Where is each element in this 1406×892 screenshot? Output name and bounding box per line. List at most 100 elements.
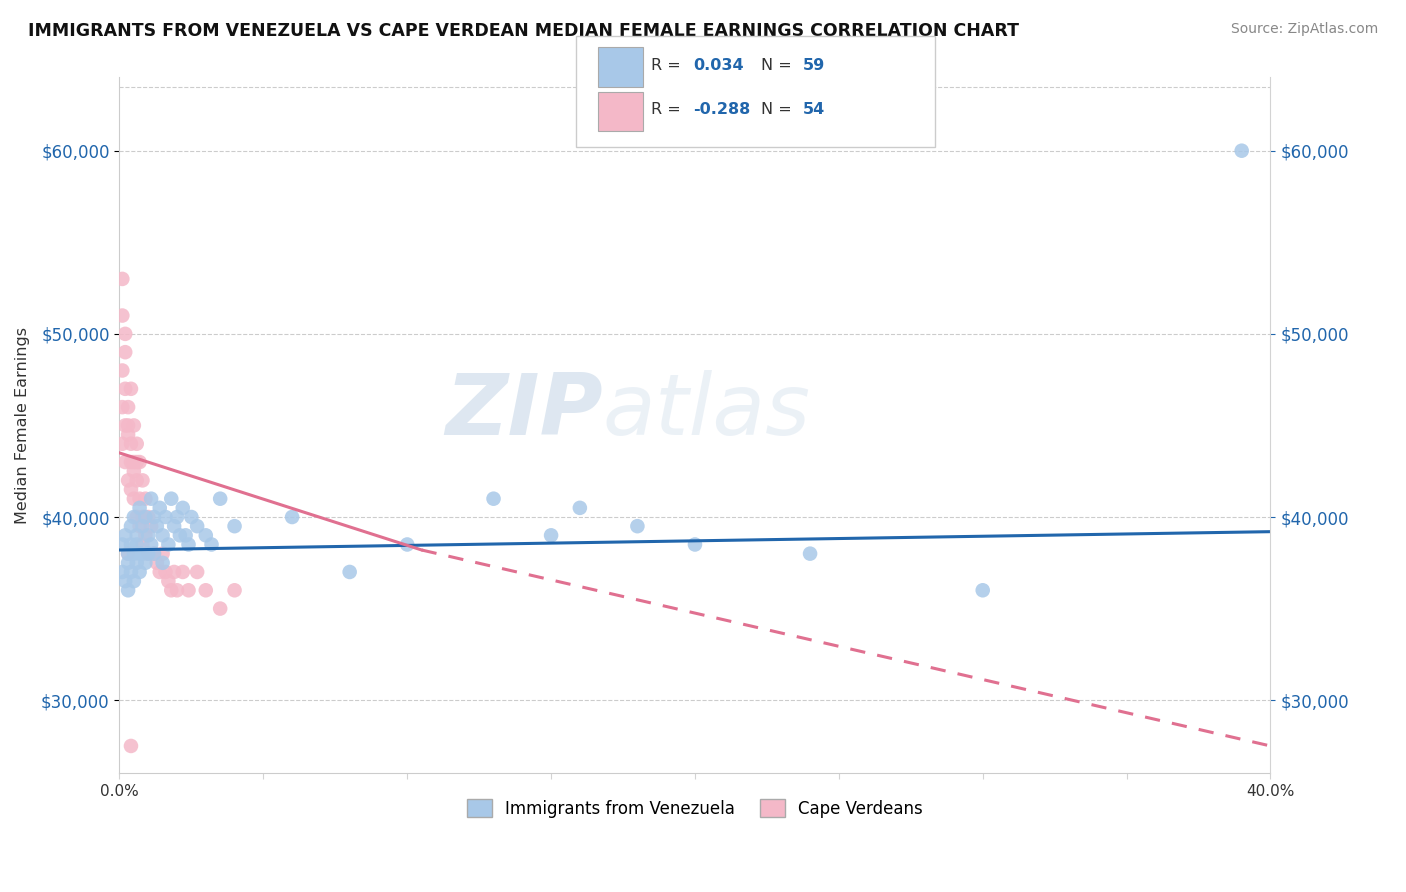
- Point: [120, 565, 142, 579]
- Text: Source: ZipAtlas.com: Source: ZipAtlas.com: [1230, 22, 1378, 37]
- Point: [139, 491, 162, 506]
- Point: [134, 491, 156, 506]
- Point: [194, 583, 217, 598]
- Point: [146, 556, 169, 570]
- Point: [169, 528, 191, 542]
- Point: [128, 491, 150, 506]
- Point: [136, 547, 159, 561]
- Point: [152, 528, 174, 542]
- Point: [152, 547, 174, 561]
- Text: R =: R =: [651, 58, 686, 72]
- Point: [111, 436, 134, 450]
- Point: [114, 574, 136, 588]
- Point: [131, 547, 153, 561]
- Text: R =: R =: [651, 103, 686, 117]
- Point: [139, 537, 162, 551]
- Point: [122, 455, 145, 469]
- Point: [128, 500, 150, 515]
- Point: [149, 500, 172, 515]
- Point: [125, 556, 148, 570]
- Point: [136, 528, 159, 542]
- Point: [117, 547, 139, 561]
- Text: -0.288: -0.288: [693, 103, 751, 117]
- Point: [143, 547, 166, 561]
- Text: ZIP: ZIP: [446, 370, 603, 453]
- Point: [172, 565, 194, 579]
- Point: [125, 528, 148, 542]
- Point: [117, 547, 139, 561]
- Point: [117, 400, 139, 414]
- Point: [136, 547, 159, 561]
- Point: [209, 491, 232, 506]
- Point: [117, 556, 139, 570]
- Point: [799, 547, 821, 561]
- Point: [143, 510, 166, 524]
- Point: [125, 455, 148, 469]
- Point: [114, 345, 136, 359]
- Point: [120, 455, 142, 469]
- Point: [114, 528, 136, 542]
- Point: [117, 474, 139, 488]
- Point: [143, 547, 166, 561]
- Point: [157, 574, 180, 588]
- Text: 54: 54: [803, 103, 825, 117]
- Point: [111, 272, 134, 286]
- Point: [117, 418, 139, 433]
- Point: [111, 565, 134, 579]
- Point: [114, 326, 136, 341]
- Point: [186, 565, 208, 579]
- Point: [125, 510, 148, 524]
- Point: [120, 537, 142, 551]
- Point: [139, 519, 162, 533]
- Point: [626, 519, 648, 533]
- Point: [114, 418, 136, 433]
- Point: [122, 574, 145, 588]
- Point: [177, 537, 200, 551]
- Point: [134, 556, 156, 570]
- Point: [117, 427, 139, 442]
- Point: [149, 565, 172, 579]
- Point: [120, 739, 142, 753]
- Point: [120, 483, 142, 497]
- Text: 0.034: 0.034: [693, 58, 744, 72]
- Point: [131, 537, 153, 551]
- Point: [122, 418, 145, 433]
- Point: [683, 537, 706, 551]
- Text: atlas: atlas: [603, 370, 811, 453]
- Point: [200, 537, 222, 551]
- Point: [120, 436, 142, 450]
- Point: [146, 519, 169, 533]
- Point: [128, 519, 150, 533]
- Point: [180, 510, 202, 524]
- Point: [120, 382, 142, 396]
- Point: [166, 510, 188, 524]
- Point: [224, 583, 246, 598]
- Point: [209, 601, 232, 615]
- Point: [122, 491, 145, 506]
- Text: N =: N =: [761, 58, 797, 72]
- Point: [122, 464, 145, 478]
- Point: [224, 519, 246, 533]
- Point: [163, 519, 186, 533]
- Point: [134, 528, 156, 542]
- Point: [111, 537, 134, 551]
- Point: [172, 500, 194, 515]
- Point: [155, 510, 177, 524]
- Text: 59: 59: [803, 58, 825, 72]
- Point: [128, 455, 150, 469]
- Point: [160, 583, 183, 598]
- Point: [482, 491, 505, 506]
- Point: [155, 565, 177, 579]
- Point: [152, 556, 174, 570]
- Point: [131, 510, 153, 524]
- Point: [163, 565, 186, 579]
- Point: [125, 474, 148, 488]
- Legend: Immigrants from Venezuela, Cape Verdeans: Immigrants from Venezuela, Cape Verdeans: [460, 793, 929, 824]
- Point: [166, 583, 188, 598]
- Point: [131, 519, 153, 533]
- Point: [125, 537, 148, 551]
- Point: [122, 547, 145, 561]
- Point: [122, 510, 145, 524]
- Point: [111, 363, 134, 377]
- Point: [114, 382, 136, 396]
